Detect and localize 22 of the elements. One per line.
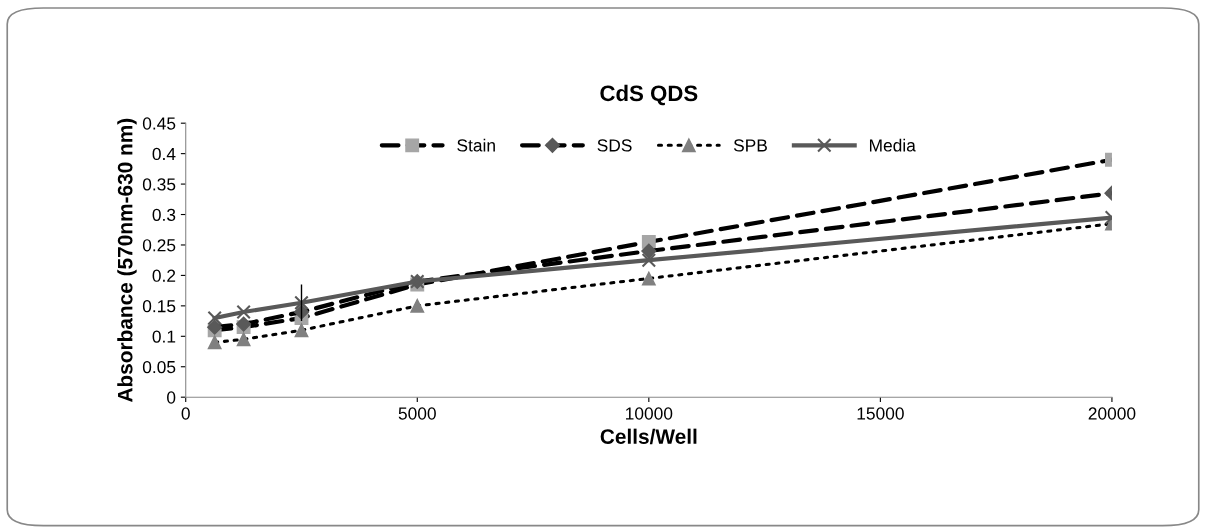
x-tick-label: 5000 [398, 407, 436, 420]
x-tick-label: 10000 [626, 407, 673, 420]
y-tick-label: 0.1 [152, 330, 176, 343]
legend-label: Media [869, 138, 916, 152]
y-tick-label: 0.15 [142, 300, 176, 313]
y-tick-label: 0.2 [152, 269, 176, 282]
y-tick-label: 0.35 [142, 178, 176, 191]
y-tick-label: 0.4 [152, 147, 176, 161]
y-tick-label: 0.05 [142, 360, 176, 374]
legend-label: Stain [457, 138, 495, 152]
x-axis-title: Cells/Well [600, 428, 697, 445]
y-tick-label: 0 [167, 391, 176, 404]
y-tick-label: 0.25 [142, 239, 176, 252]
y-axis-title: Absorbance (570nm-630 nm) [117, 118, 137, 403]
y-tick-label: 0.45 [142, 117, 176, 130]
legend-label: SDS [597, 139, 632, 152]
x-tick-label: 0 [181, 407, 190, 420]
y-tick-label: 0.3 [152, 208, 176, 221]
x-tick-label: 15000 [857, 407, 904, 420]
legend-label: SPB [733, 139, 767, 152]
chart-title: CdS QDS [600, 84, 698, 106]
x-tick-label: 20000 [1088, 407, 1136, 420]
